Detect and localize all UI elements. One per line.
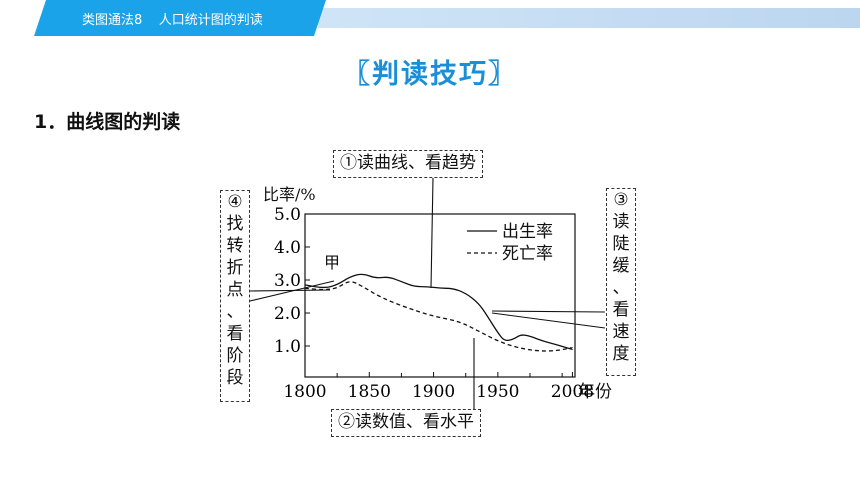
annotation-bottom-text: ②读数值、看水平 [338,412,474,432]
y-tick-label: 2.0 [274,304,301,324]
leader-top [430,177,434,289]
series-birth-rate-line [304,273,574,350]
left-char: ④ [227,192,243,212]
chart-series [304,273,574,352]
y-tick-label: 1.0 [274,337,301,357]
leader-left-a [249,289,331,292]
left-char: 阶 [226,346,244,366]
y-tick-label: 5.0 [274,205,301,225]
slide-heading: 〖判读技巧〗 [343,59,517,90]
left-char: 转 [226,236,244,256]
x-tick-label: 1950 [476,382,519,402]
section-title: 1．曲线图的判读 [34,111,181,133]
header-decor-strip [318,8,860,28]
right-char: 速 [612,322,630,342]
y-tick-label: 3.0 [274,271,301,291]
right-char: 陡 [612,234,630,254]
y-axis-label: 比率/% [263,185,316,204]
chart-plot-frame [304,213,576,378]
annotation-left-box: ④ 找转折点、看阶段 [220,190,250,402]
annotation-top-text: ①读曲线、看趋势 [340,153,476,173]
annotation-jia: 甲 [324,253,340,272]
legend-death-label: 死亡率 [502,244,553,264]
left-char: 找 [226,214,244,234]
header-tab-text: 类图通法8 人口统计图的判读 [82,13,263,28]
legend-birth-label: 出生率 [502,222,553,242]
left-char: 、 [226,302,244,322]
left-char: 看 [226,324,244,344]
right-char: 度 [612,344,630,364]
axis-ticks: 5.0 4.0 3.0 2.0 1.0 1800 1850 1900 1950 2008 [274,205,594,402]
leader-left-b [249,280,335,302]
annotation-right-box: ③ 读陡缓、看速度 [606,188,636,376]
x-tick-label: 1850 [348,382,391,402]
left-char: 点 [226,280,244,300]
right-char: 读 [612,212,630,232]
right-char: 、 [612,278,630,298]
top-header-bar: 类图通法8 人口统计图的判读 [0,0,860,36]
x-tick-label: 1800 [283,382,326,402]
x-tick-label: 2008 [551,382,594,402]
x-tick-label: 1900 [412,382,455,402]
leader-right-b [491,312,606,329]
right-char: 缓 [612,256,630,276]
y-tick-label: 4.0 [274,238,301,258]
annotation-top-box: ①读曲线、看趋势 [333,150,483,178]
right-char: ③ [613,190,629,210]
x-axis-label: 年份 [578,382,612,402]
leader-right-a [491,310,606,313]
left-char: 段 [226,368,244,388]
right-char: 看 [612,300,630,320]
annotation-bottom-box: ②读数值、看水平 [331,409,481,437]
series-death-rate-line [304,281,574,352]
header-tab: 类图通法8 人口统计图的判读 [34,0,326,36]
left-char: 折 [226,258,244,278]
